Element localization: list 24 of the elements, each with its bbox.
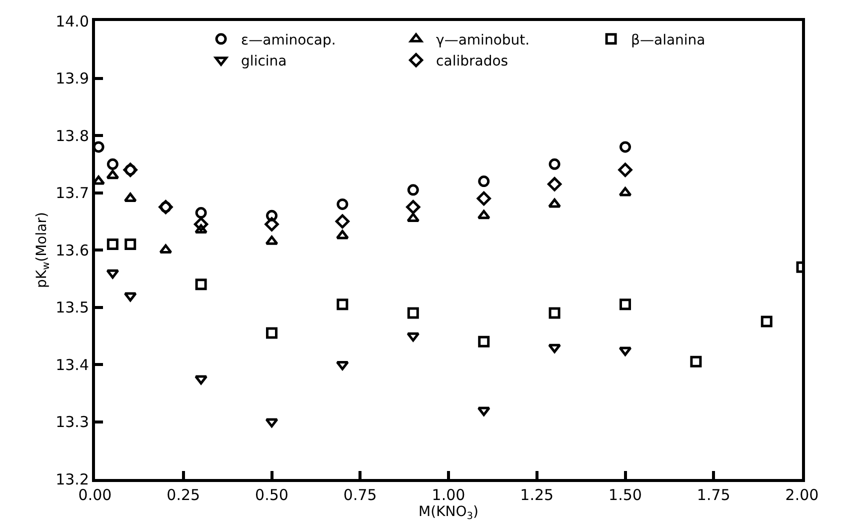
x-tick-label: 1.25 [520,486,554,504]
legend-label: calibrados [436,54,508,70]
legend-label: γ—aminobut. [436,32,530,48]
x-tick-label: 0.75 [343,486,377,504]
y-tick-label: 13.7 [56,184,89,202]
x-tick-label: 0.00 [78,486,112,504]
y-tick-label: 13.3 [56,413,89,431]
x-axis-title: M(KNO$_{3}$) [418,504,478,522]
x-tick-label: 1.00 [432,486,466,504]
y-tick-label: 13.2 [56,470,89,488]
y-tick-label: 14.0 [56,12,89,30]
y-tick-label: 13.8 [56,126,89,145]
x-tick-label: 2.00 [785,486,819,504]
y-tick-label: 13.9 [56,70,89,88]
x-tick-label: 1.50 [608,486,642,504]
x-tick-label: 0.25 [166,486,200,504]
legend-label: β—alanina [631,32,706,48]
legend-label: glicina [241,54,287,70]
y-tick-label: 13.4 [56,356,89,374]
legend-label: ε—aminocap. [241,32,336,48]
y-tick-label: 13.5 [56,298,89,316]
y-tick-label: 13.6 [56,241,89,260]
x-tick-label: 1.75 [696,486,730,504]
x-tick-label: 0.50 [255,486,288,504]
